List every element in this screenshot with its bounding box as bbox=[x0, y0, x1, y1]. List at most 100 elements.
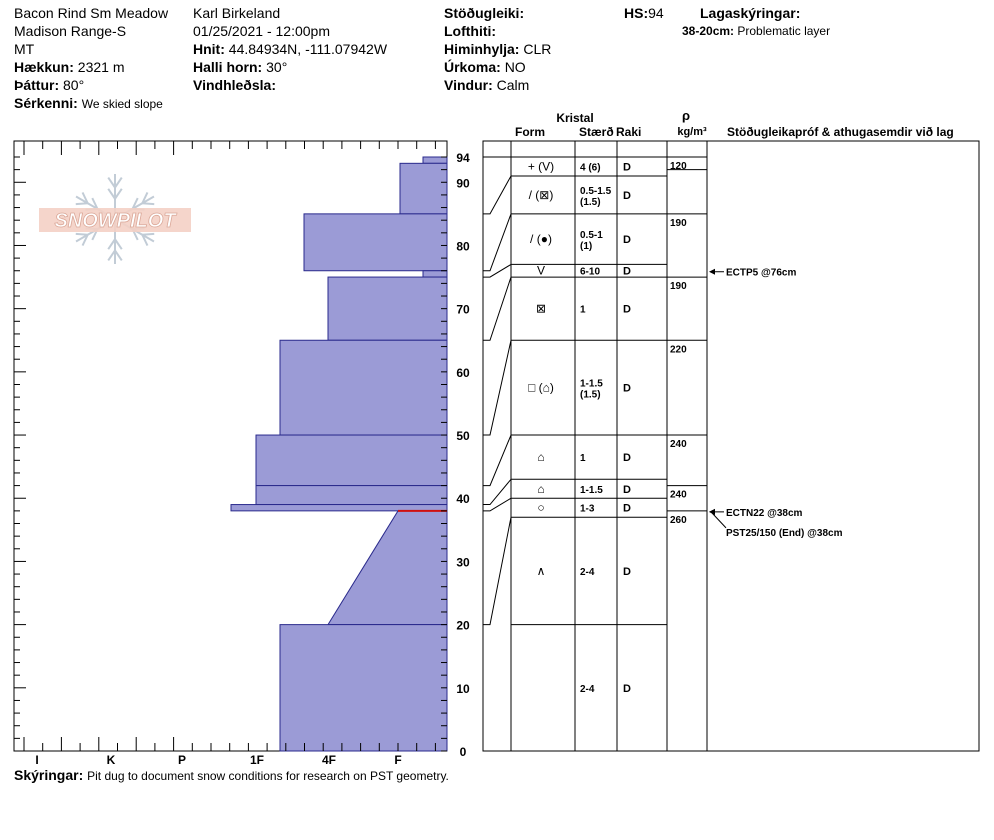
coordinates: Hnit: 44.84934N, -111.07942W bbox=[193, 41, 388, 57]
hardness-layer bbox=[255, 434, 448, 487]
hardness-layer bbox=[327, 510, 448, 626]
crystal-form: ⊠ bbox=[536, 302, 546, 316]
elevation: Hækkun: 2321 m bbox=[14, 59, 125, 75]
snowflake-branch bbox=[114, 249, 123, 261]
location-name: Bacon Rind Sm Meadow bbox=[14, 5, 169, 21]
depth-label: 50 bbox=[456, 429, 470, 443]
tests-header: Stöðugleikapróf & athugasemdir við lag bbox=[727, 125, 954, 139]
snowflake-branch bbox=[142, 232, 155, 236]
logo-text: SNOWPILOT bbox=[54, 210, 177, 232]
density-value: 190 bbox=[670, 281, 687, 292]
depth-label: 90 bbox=[456, 176, 470, 190]
crystal-moisture: D bbox=[623, 383, 631, 395]
snowflake-branch bbox=[75, 232, 88, 236]
hardness-layer bbox=[303, 213, 448, 272]
precipitation: Úrkoma: NO bbox=[444, 59, 526, 75]
snow-height: HS:94 bbox=[624, 5, 664, 21]
crystal-size: 1 bbox=[580, 305, 586, 316]
legend-range: 38-20cm: bbox=[682, 24, 735, 38]
state-name: MT bbox=[14, 41, 35, 57]
footer-notes: Skýringar: Pit dug to document snow cond… bbox=[14, 766, 449, 785]
crystal-size: 1 bbox=[580, 453, 586, 464]
hardness-tick-label: F bbox=[394, 753, 401, 767]
layer-connector bbox=[483, 478, 512, 506]
hardness-layer bbox=[422, 156, 448, 164]
hardness-tick-label: I bbox=[35, 753, 38, 767]
hardness-layer bbox=[399, 162, 448, 215]
legend-text: Problematic layer bbox=[737, 24, 831, 38]
hardness-tick-label: 1F bbox=[250, 753, 264, 767]
depth-label: 40 bbox=[456, 492, 470, 506]
crystal-size: 2-4 bbox=[580, 567, 595, 578]
crystal-form: / (⊠) bbox=[529, 188, 554, 202]
legend-title: Lagaskýringar: bbox=[700, 5, 801, 21]
crystal-size: 2-4 bbox=[580, 684, 595, 695]
crystal-form: ∧ bbox=[537, 564, 546, 578]
layer-connector bbox=[483, 213, 512, 272]
density-value: 240 bbox=[670, 490, 687, 501]
stability-test: PST25/150 (End) @38cm bbox=[726, 528, 843, 539]
crystal-moisture: D bbox=[623, 566, 631, 578]
kristal-header: Kristal bbox=[556, 111, 593, 125]
crystal-form: □ (⌂) bbox=[528, 381, 554, 395]
crystal-moisture: D bbox=[623, 484, 631, 496]
range-name: Madison Range-S bbox=[14, 23, 127, 39]
crystal-moisture: D bbox=[623, 190, 631, 202]
depth-label: 80 bbox=[456, 239, 470, 253]
layer-connector bbox=[483, 276, 512, 341]
layer-connector bbox=[483, 497, 512, 512]
layer-connector bbox=[483, 263, 512, 278]
hardness-tick-label: P bbox=[178, 753, 186, 767]
stability: Stöðugleiki: bbox=[444, 5, 525, 21]
moisture-header: Raki bbox=[616, 125, 641, 139]
snowflake-branch bbox=[114, 188, 123, 200]
depth-label: 20 bbox=[456, 619, 470, 633]
density-value: 240 bbox=[670, 439, 687, 450]
depth-label: 30 bbox=[456, 555, 470, 569]
crystal-moisture: D bbox=[623, 683, 631, 695]
density-value: 120 bbox=[670, 161, 687, 172]
aspect: Þáttur: 80° bbox=[14, 77, 85, 93]
snowflake-branch bbox=[142, 202, 155, 206]
test-arrow bbox=[709, 268, 715, 275]
hardness-layer bbox=[327, 276, 448, 341]
layer-connector bbox=[483, 175, 512, 215]
features: Sérkenni: We skied slope bbox=[14, 95, 163, 111]
crystal-moisture: D bbox=[623, 234, 631, 246]
test-arrow bbox=[709, 508, 715, 515]
snowflake-branch bbox=[114, 238, 123, 250]
crystal-form: V bbox=[537, 264, 545, 278]
observer-name: Karl Birkeland bbox=[193, 5, 281, 21]
footer-text: Pit dug to document snow conditions for … bbox=[87, 769, 449, 783]
test-leader-line bbox=[710, 511, 727, 529]
hardness-tick-label: 4F bbox=[322, 753, 336, 767]
snowflake-branch bbox=[91, 197, 99, 210]
crystal-form: + (V) bbox=[528, 159, 554, 173]
crystal-form: / (●) bbox=[530, 232, 552, 246]
depth-label: 70 bbox=[456, 303, 470, 317]
hardness-layer bbox=[255, 485, 448, 506]
snowflake-branch bbox=[107, 177, 116, 189]
snowflake-branch bbox=[81, 234, 89, 247]
density-value: 260 bbox=[670, 515, 687, 526]
crystal-moisture: D bbox=[623, 503, 631, 515]
stability-test: ECTN22 @38cm bbox=[726, 508, 803, 519]
layer-legend: Lagaskýringar: 38-20cm: Problematic laye… bbox=[682, 4, 831, 40]
crystal-size: 1-1.5 bbox=[580, 379, 603, 390]
crystal-moisture: D bbox=[623, 452, 631, 464]
crystal-size-mode: (1.5) bbox=[580, 390, 601, 401]
size-header: Stærð bbox=[579, 125, 614, 139]
snowflake-branch bbox=[107, 238, 116, 250]
crystal-size-mode: (1) bbox=[580, 241, 592, 252]
crystal-form: ⌂ bbox=[537, 482, 544, 496]
hardness-layer bbox=[279, 624, 448, 752]
crystal-moisture: D bbox=[623, 304, 631, 316]
crystal-size: 6-10 bbox=[580, 267, 600, 278]
crystal-size: 1-1.5 bbox=[580, 485, 603, 496]
wind-loading: Vindhleðsla: bbox=[193, 77, 276, 93]
depth-label: 0 bbox=[460, 745, 467, 759]
snowflake-branch bbox=[75, 202, 88, 206]
snowpilot-logo: SNOWPILOT bbox=[39, 174, 191, 264]
header-col2: Karl Birkeland 01/25/2021 - 12:00pm Hnit… bbox=[193, 4, 387, 94]
